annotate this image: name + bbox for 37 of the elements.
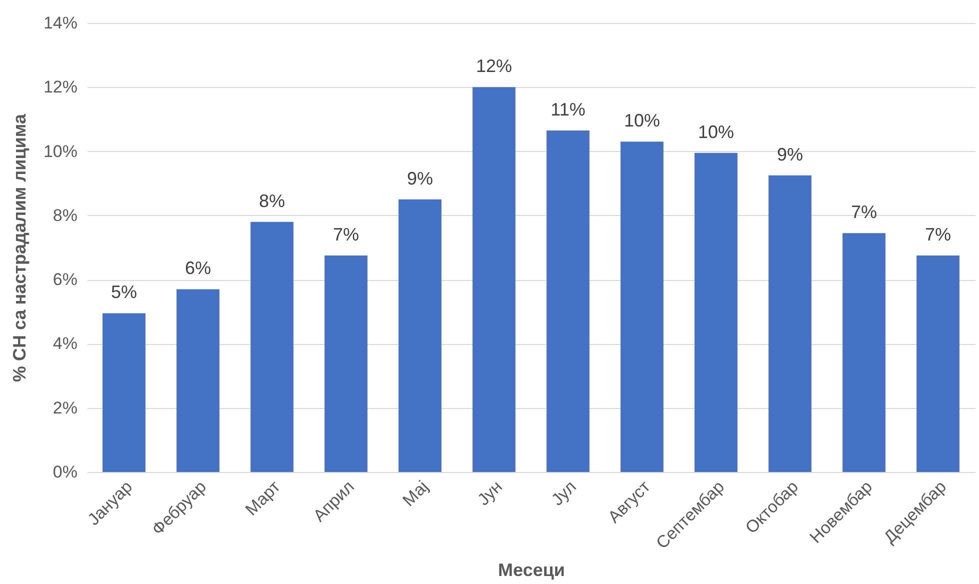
bar bbox=[324, 256, 368, 472]
data-label: 10% bbox=[624, 110, 660, 131]
y-tick-label: 4% bbox=[52, 334, 78, 354]
bar bbox=[250, 222, 294, 472]
bar bbox=[546, 130, 590, 472]
data-label: 7% bbox=[924, 224, 952, 245]
y-tick-label: 8% bbox=[52, 206, 78, 225]
data-label: 9% bbox=[776, 144, 804, 164]
bar bbox=[916, 256, 960, 472]
data-label: 11% bbox=[550, 99, 586, 120]
y-tick-label: 14% bbox=[43, 14, 78, 32]
x-tick-label: Јун bbox=[474, 477, 506, 510]
data-label: 8% bbox=[258, 190, 286, 211]
data-label: 7% bbox=[850, 202, 878, 222]
y-tick-label: 10% bbox=[43, 142, 78, 161]
bar bbox=[176, 289, 220, 472]
x-tick-label: Мај bbox=[399, 477, 432, 510]
data-label: 7% bbox=[332, 224, 360, 245]
bar bbox=[768, 175, 812, 472]
y-axis-title: % СН са настрадалим лицима bbox=[9, 113, 30, 382]
y-tick-label: 12% bbox=[43, 78, 78, 97]
bar bbox=[102, 313, 146, 472]
bar bbox=[620, 142, 664, 472]
bar bbox=[472, 87, 516, 472]
bar bbox=[398, 199, 442, 472]
data-label: 9% bbox=[406, 168, 434, 188]
y-tick-label: 6% bbox=[52, 270, 78, 290]
bar bbox=[694, 152, 738, 472]
x-tick-label: Јул bbox=[548, 477, 580, 510]
y-tick-label: 2% bbox=[52, 398, 78, 418]
data-label: 12% bbox=[476, 56, 512, 76]
x-axis-title: Месеци bbox=[498, 560, 565, 580]
bar bbox=[842, 233, 886, 472]
data-label: 5% bbox=[110, 282, 138, 302]
data-label: 6% bbox=[184, 258, 212, 278]
data-label: 10% bbox=[698, 122, 734, 142]
y-tick-label: 0% bbox=[52, 462, 78, 482]
